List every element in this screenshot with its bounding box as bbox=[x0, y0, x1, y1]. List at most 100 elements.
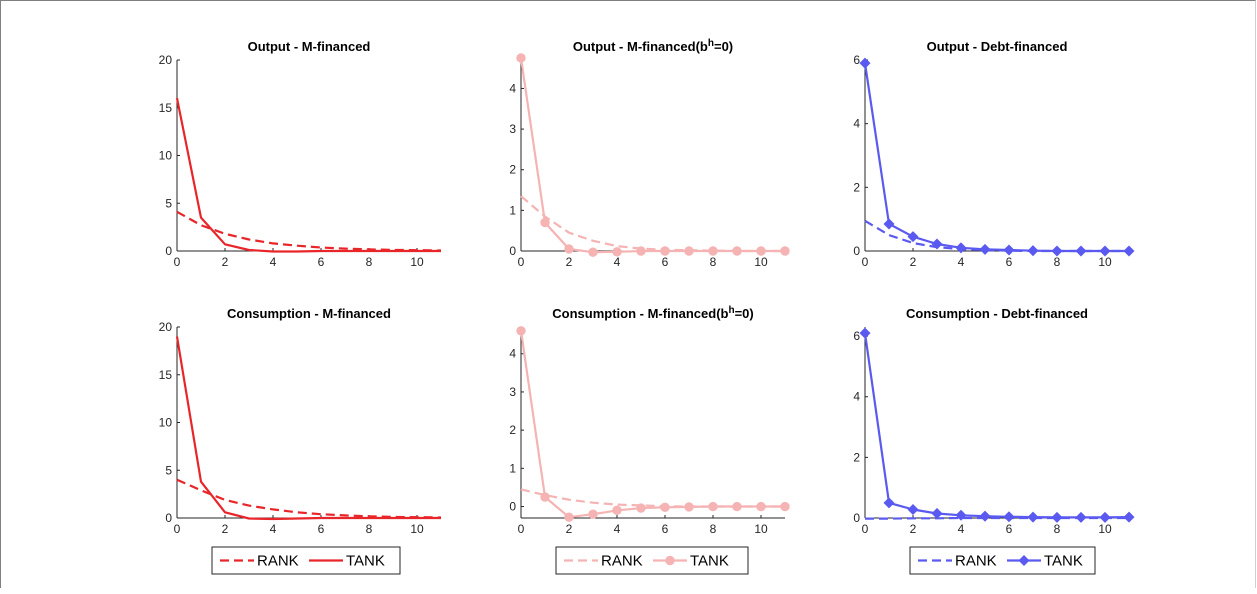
series-line-tank bbox=[519, 57, 785, 254]
data-point-tank bbox=[660, 502, 670, 513]
series-line-tank bbox=[175, 336, 441, 521]
y-tick-label: 3 bbox=[509, 385, 516, 399]
x-tick-label: 6 bbox=[1006, 522, 1013, 536]
x-tick-label: 6 bbox=[1006, 255, 1013, 269]
data-point-tank bbox=[756, 501, 766, 512]
y-tick-label: 4 bbox=[509, 347, 516, 361]
subplot-5: Consumption - M-financed(bh=0) 0 2 4 6 8 10 0 1 2… bbox=[509, 305, 790, 536]
x-tick-label: 4 bbox=[958, 522, 965, 536]
title-main: Output - M-financed(b bbox=[573, 39, 708, 54]
y-tick-label: 6 bbox=[853, 329, 860, 343]
data-point-tank bbox=[564, 244, 574, 254]
data-point-tank bbox=[1099, 511, 1111, 523]
data-point-tank bbox=[979, 510, 991, 522]
y-tick-label: 15 bbox=[159, 101, 173, 115]
x-tick-label: 6 bbox=[662, 255, 669, 269]
y-tick-label: 2 bbox=[509, 423, 516, 437]
data-point-tank bbox=[1123, 245, 1135, 257]
series-line-rank bbox=[176, 478, 442, 519]
data-point-tank bbox=[588, 509, 598, 519]
data-point-tank bbox=[516, 326, 526, 336]
x-tick-label: 6 bbox=[662, 522, 669, 536]
x-tick-label: 10 bbox=[410, 522, 424, 536]
legend-label-tank: TANK bbox=[346, 553, 385, 570]
data-point-tank bbox=[756, 246, 766, 256]
y-tick-label: 4 bbox=[853, 117, 860, 131]
x-tick-label: 8 bbox=[710, 522, 717, 536]
data-point-tank bbox=[708, 246, 718, 256]
y-tick-label: 4 bbox=[853, 390, 860, 404]
series-line-tank bbox=[175, 97, 441, 253]
data-point-tank bbox=[540, 217, 550, 228]
data-point-tank bbox=[708, 501, 718, 512]
x-tick-label: 4 bbox=[958, 255, 965, 269]
y-tick-label: 0 bbox=[853, 244, 860, 258]
data-point-tank bbox=[1099, 245, 1111, 257]
y-tick-label: 0 bbox=[509, 500, 516, 514]
data-point-tank bbox=[1051, 245, 1063, 257]
data-point-tank bbox=[564, 512, 574, 522]
data-point-tank bbox=[516, 53, 526, 63]
y-tick-label: 5 bbox=[165, 463, 172, 477]
data-point-tank bbox=[883, 218, 895, 230]
y-tick-label: 20 bbox=[159, 320, 173, 334]
data-point-tank bbox=[955, 242, 967, 254]
x-tick-label: 0 bbox=[174, 522, 181, 536]
series-line-tank bbox=[863, 63, 1129, 253]
data-point-tank bbox=[732, 501, 742, 512]
legend-box bbox=[211, 546, 401, 575]
legend-label-rank: RANK bbox=[257, 553, 299, 570]
y-tick-label: 15 bbox=[159, 368, 173, 382]
x-tick-label: 10 bbox=[754, 522, 768, 536]
data-point-tank bbox=[883, 497, 895, 509]
y-tick-label: 20 bbox=[159, 53, 173, 67]
x-tick-label: 6 bbox=[318, 255, 325, 269]
data-point-tank bbox=[1003, 244, 1015, 256]
data-point-tank bbox=[660, 246, 670, 256]
x-tick-label: 0 bbox=[862, 255, 869, 269]
title-superscript: h bbox=[728, 305, 734, 316]
data-point-tank bbox=[1123, 511, 1135, 523]
y-tick-label: 0 bbox=[165, 244, 172, 258]
x-tick-label: 2 bbox=[910, 255, 917, 269]
y-tick-label: 0 bbox=[509, 244, 516, 258]
series-line-rank bbox=[520, 488, 785, 508]
data-point-tank bbox=[612, 247, 622, 257]
title-main: Output - Debt-financed bbox=[927, 39, 1068, 54]
subplot-title: Consumption - Debt-financed bbox=[906, 306, 1088, 321]
data-point-tank bbox=[612, 505, 622, 516]
data-point-tank bbox=[588, 247, 598, 257]
series-line-rank bbox=[520, 195, 785, 253]
y-tick-label: 2 bbox=[853, 180, 860, 194]
title-tail: =0) bbox=[714, 39, 733, 54]
subplot-1: Output - M-financed 0 2 4 6 8 10 0 5 10 15 20 bbox=[159, 39, 442, 269]
data-point-tank bbox=[1051, 511, 1063, 523]
x-tick-label: 4 bbox=[270, 522, 277, 536]
title-superscript: h bbox=[708, 38, 714, 49]
legend-3: RANK TANK bbox=[909, 546, 1096, 575]
x-tick-label: 4 bbox=[614, 255, 621, 269]
x-tick-label: 2 bbox=[910, 522, 917, 536]
x-tick-label: 0 bbox=[518, 522, 525, 536]
x-tick-label: 10 bbox=[1098, 522, 1112, 536]
legend-label-tank: TANK bbox=[1044, 553, 1083, 570]
y-tick-label: 1 bbox=[509, 461, 516, 475]
legend-1: RANK TANK bbox=[211, 546, 401, 575]
y-tick-label: 6 bbox=[853, 53, 860, 67]
x-tick-label: 0 bbox=[174, 255, 181, 269]
series-line-rank bbox=[864, 219, 1129, 253]
y-tick-label: 10 bbox=[159, 416, 173, 430]
data-point-tank bbox=[859, 57, 871, 69]
title-main: Consumption - M-financed(b bbox=[552, 306, 728, 321]
x-tick-label: 8 bbox=[366, 255, 373, 269]
subplot-6: Consumption - Debt-financed 0 2 4 6 8 10 0 2 4 6 bbox=[853, 306, 1135, 536]
y-tick-label: 1 bbox=[509, 203, 516, 217]
legend-label-rank: RANK bbox=[955, 553, 997, 570]
x-tick-label: 8 bbox=[1054, 522, 1061, 536]
legend-box bbox=[555, 546, 749, 575]
x-tick-label: 8 bbox=[1054, 255, 1061, 269]
data-point-tank bbox=[1075, 245, 1087, 257]
x-tick-label: 2 bbox=[222, 255, 229, 269]
subplot-title: Output - M-financed bbox=[248, 39, 371, 54]
